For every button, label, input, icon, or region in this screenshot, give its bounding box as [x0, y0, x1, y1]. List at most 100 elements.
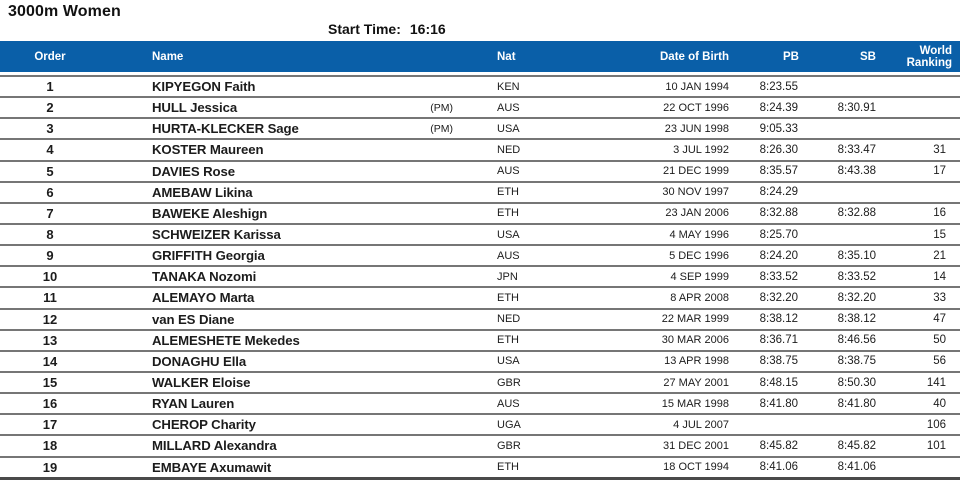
table-row: 1 KIPYEGON Faith KEN 10 JAN 1994 8:23.55 — [0, 75, 960, 96]
table-row: 3 HURTA-KLECKER Sage (PM) USA 23 JUN 1998 9:0… — [0, 117, 960, 138]
column-header-personal-best: PB — [783, 50, 799, 63]
world-ranking-cell: 14 — [933, 270, 946, 283]
personal-best-cell: 8:41.80 — [759, 397, 798, 410]
season-best-cell: 8:33.52 — [837, 270, 876, 283]
personal-best-cell: 8:36.71 — [759, 334, 798, 347]
nationality-cell: AUS — [497, 165, 520, 178]
date-of-birth-cell: 27 MAY 2001 — [663, 376, 729, 389]
world-ranking-cell: 40 — [933, 397, 946, 410]
personal-best-cell: 8:25.70 — [759, 228, 798, 241]
order-cell: 2 — [46, 100, 54, 116]
table-row: 9 GRIFFITH Georgia AUS 5 DEC 1996 8:24.20 8:3… — [0, 244, 960, 265]
athlete-name: SCHWEIZER Karissa — [152, 227, 281, 243]
personal-best-cell: 9:05.33 — [759, 122, 798, 135]
athlete-name: DAVIES Rose — [152, 163, 235, 179]
table-row: 4 KOSTER Maureen NED 3 JUL 1992 8:26.30 8:33.… — [0, 138, 960, 159]
start-time: Start Time: 16:16 — [328, 21, 446, 37]
order-cell: 13 — [42, 332, 58, 348]
personal-best-cell: 8:24.20 — [759, 249, 798, 262]
season-best-cell: 8:41.06 — [837, 461, 876, 474]
column-header-season-best: SB — [860, 50, 876, 63]
order-cell: 11 — [43, 290, 57, 306]
nationality-cell: KEN — [497, 80, 520, 93]
order-cell: 10 — [42, 269, 58, 285]
date-of-birth-cell: 23 JUN 1998 — [664, 122, 729, 135]
table-row: 5 DAVIES Rose AUS 21 DEC 1999 8:35.57 8:43.38… — [0, 159, 960, 181]
nationality-cell: ETH — [497, 207, 519, 220]
table-row: 16 RYAN Lauren AUS 15 MAR 1998 8:41.80 8:41.8… — [0, 392, 960, 413]
start-list-table: Order Name Nat Date of Birth PB SB World… — [0, 41, 960, 480]
nationality-cell: AUS — [497, 101, 520, 114]
season-best-cell: 8:50.30 — [837, 376, 876, 389]
name-cell: HURTA-KLECKER Sage (PM) — [100, 121, 455, 136]
date-of-birth-cell: 3 JUL 1992 — [673, 143, 729, 156]
athlete-name: HURTA-KLECKER Sage — [152, 121, 299, 137]
name-cell: van ES Diane — [100, 312, 455, 327]
name-cell: MILLARD Alexandra — [100, 438, 455, 453]
nationality-cell: USA — [497, 355, 520, 368]
order-cell: 5 — [46, 163, 54, 179]
nationality-cell: AUS — [497, 249, 520, 262]
nationality-cell: UGA — [497, 418, 521, 431]
season-best-cell: 8:38.75 — [837, 355, 876, 368]
personal-best-cell: 8:38.75 — [759, 355, 798, 368]
column-header-order: Order — [34, 50, 66, 63]
nationality-cell: USA — [497, 122, 520, 135]
column-header-world-ranking: World Ranking — [906, 44, 952, 69]
world-ranking-cell: 15 — [933, 228, 946, 241]
personal-best-cell: 8:24.39 — [759, 101, 798, 114]
order-cell: 4 — [46, 142, 54, 158]
athlete-name: ALEMAYO Marta — [152, 290, 255, 306]
name-cell: ALEMESHETE Mekedes — [100, 333, 455, 348]
order-cell: 19 — [42, 459, 58, 475]
nationality-cell: ETH — [497, 291, 519, 304]
season-best-cell: 8:43.38 — [837, 165, 876, 178]
world-ranking-cell: 21 — [933, 249, 946, 262]
date-of-birth-cell: 5 DEC 1996 — [669, 249, 729, 262]
athlete-name: ALEMESHETE Mekedes — [152, 332, 300, 348]
date-of-birth-cell: 18 OCT 1994 — [663, 461, 729, 474]
table-row: 11 ALEMAYO Marta ETH 8 APR 2008 8:32.20 8:32.… — [0, 286, 960, 307]
date-of-birth-cell: 22 OCT 1996 — [663, 101, 729, 114]
pacemaker-tag: (PM) — [430, 122, 453, 135]
personal-best-cell: 8:35.57 — [759, 165, 798, 178]
date-of-birth-cell: 30 MAR 2006 — [661, 334, 729, 347]
nationality-cell: ETH — [497, 461, 519, 474]
season-best-cell: 8:32.20 — [837, 291, 876, 304]
name-cell: KIPYEGON Faith — [100, 79, 455, 94]
name-cell: DONAGHU Ella — [100, 354, 455, 369]
table-row: 19 EMBAYE Axumawit ETH 18 OCT 1994 8:41.06 8:… — [0, 455, 960, 477]
name-cell: SCHWEIZER Karissa — [100, 227, 455, 242]
athlete-name: TANAKA Nozomi — [152, 269, 257, 285]
athlete-name: MILLARD Alexandra — [152, 438, 277, 454]
order-cell: 8 — [46, 227, 54, 243]
athlete-name: BAWEKE Aleshign — [152, 205, 268, 221]
nationality-cell: AUS — [497, 397, 520, 410]
order-cell: 9 — [46, 248, 54, 264]
athlete-name: CHEROP Charity — [152, 417, 256, 433]
name-cell: GRIFFITH Georgia — [100, 248, 455, 263]
date-of-birth-cell: 10 JAN 1994 — [665, 80, 729, 93]
order-cell: 18 — [42, 438, 58, 454]
name-cell: HULL Jessica (PM) — [100, 100, 455, 115]
table-row: 8 SCHWEIZER Karissa USA 4 MAY 1996 8:25.70 15 — [0, 222, 960, 244]
personal-best-cell: 8:32.20 — [759, 291, 798, 304]
name-cell: WALKER Eloise — [100, 375, 455, 390]
table-row: 6 AMEBAW Likina ETH 30 NOV 1997 8:24.29 — [0, 180, 960, 202]
name-cell: CHEROP Charity — [100, 417, 455, 432]
table-row: 14 DONAGHU Ella USA 13 APR 1998 8:38.75 8:38.… — [0, 349, 960, 371]
personal-best-cell: 8:33.52 — [759, 270, 798, 283]
personal-best-cell: 8:23.55 — [759, 80, 798, 93]
world-ranking-cell: 106 — [926, 418, 946, 431]
table-body: 1 KIPYEGON Faith KEN 10 JAN 1994 8:23.55 2 HUL… — [0, 75, 960, 480]
date-of-birth-cell: 4 JUL 2007 — [673, 418, 729, 431]
order-cell: 7 — [46, 205, 54, 221]
nationality-cell: JPN — [497, 270, 518, 283]
world-ranking-cell: 47 — [933, 313, 946, 326]
athlete-name: GRIFFITH Georgia — [152, 248, 265, 264]
season-best-cell: 8:30.91 — [837, 101, 876, 114]
world-ranking-cell: 31 — [933, 143, 946, 156]
table-row: 15 WALKER Eloise GBR 27 MAY 2001 8:48.15 8:50… — [0, 370, 960, 392]
table-row: 7 BAWEKE Aleshign ETH 23 JAN 2006 8:32.88 8:3… — [0, 201, 960, 223]
